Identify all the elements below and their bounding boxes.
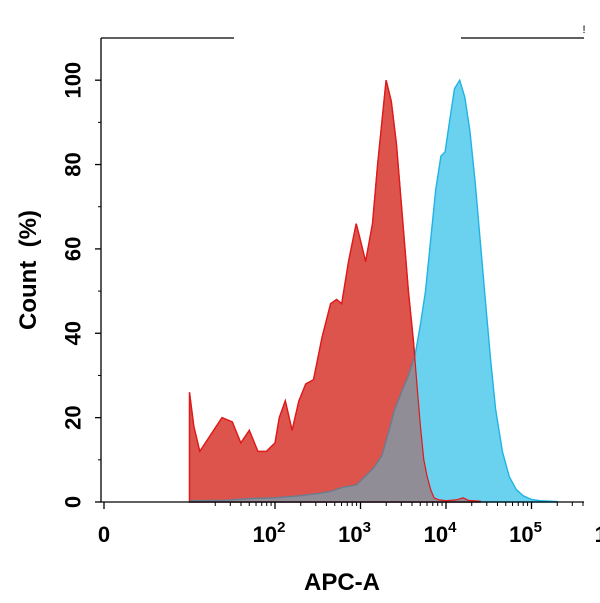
x-tick-label: 104 (424, 519, 457, 547)
y-tick-label: 60 (61, 237, 86, 261)
x-axis-title: APC-A (304, 569, 380, 596)
series-area-sample (188, 78, 558, 503)
y-tick-label: 40 (61, 321, 86, 345)
y-tick-label: 20 (61, 405, 86, 429)
y-axis-title: Count (%) (15, 210, 42, 330)
series-overlap-control (188, 80, 481, 503)
x-tick-label: 0 (98, 522, 110, 547)
x-tick-label: 103 (338, 519, 371, 547)
y-tick-label: 80 (61, 152, 86, 176)
x-tick-label: 106 (595, 519, 600, 547)
x-axis-ticks: 0102103104105106107108 (98, 502, 600, 547)
y-axis-ticks: 0 20 40 60 80 100 (61, 62, 101, 508)
x-tick-label: 102 (253, 519, 286, 547)
y-tick-label: 0 (61, 496, 86, 508)
top-marker: ! (582, 24, 585, 36)
x-tick-label: 105 (509, 519, 542, 547)
series-layer (188, 78, 558, 503)
y-tick-label: 100 (61, 62, 86, 99)
